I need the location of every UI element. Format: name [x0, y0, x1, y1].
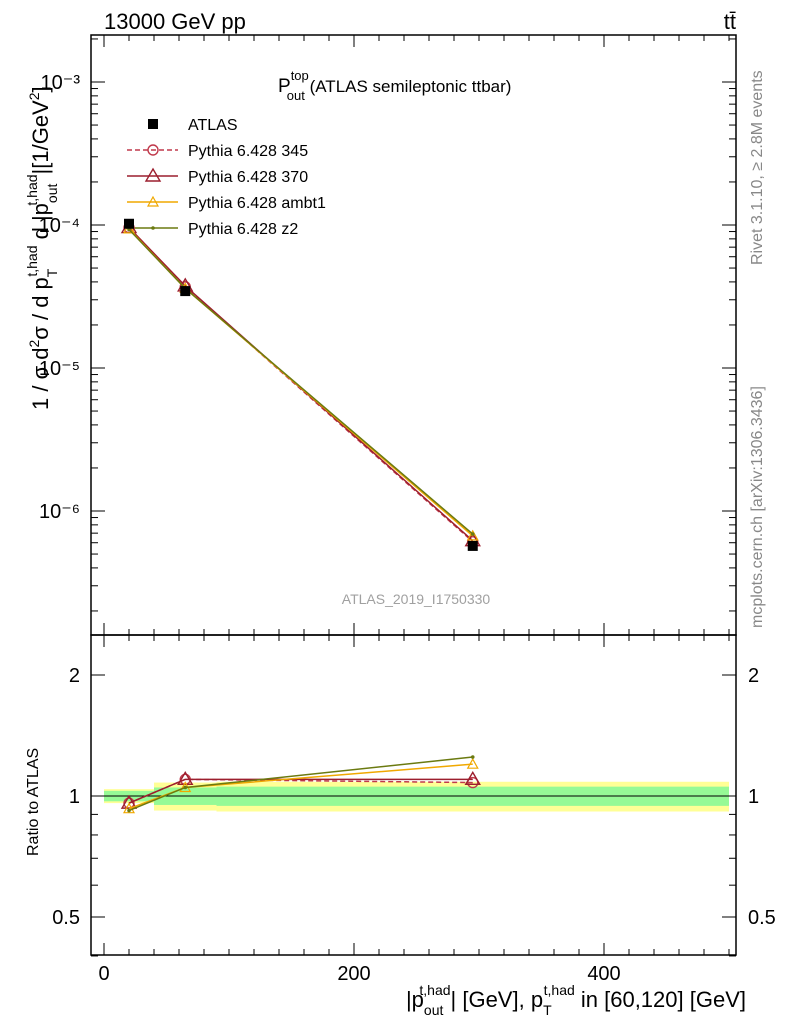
title-main: P	[278, 76, 291, 97]
legend-label-p345: Pythia 6.428 345	[188, 143, 308, 160]
ratio-series	[120, 755, 481, 814]
ratio-point-z2	[470, 755, 475, 759]
ratio-line-p370	[128, 778, 473, 804]
analysis-watermark: ATLAS_2019_I1750330	[342, 591, 491, 607]
y-tick-label: 10⁻⁵	[39, 358, 80, 380]
point-ambt1	[466, 529, 479, 541]
axis-ticks: 0 200 400 10⁻⁶ 10⁻⁵ 10⁻⁴ 10⁻³ 0.5 0.5 1 1 2 2	[39, 35, 776, 985]
point-atlas	[180, 286, 191, 297]
ratio-y-tick-label: 1	[69, 786, 80, 808]
legend-marker-p345	[147, 144, 159, 156]
legend: ATLAS Pythia 6.428 345 Pythia 6.428 370 Pyt…	[127, 117, 326, 238]
legend-label-p370: Pythia 6.428 370	[188, 169, 308, 186]
point-atlas	[467, 540, 478, 551]
ratio-point-ambt1	[122, 802, 136, 814]
ratio-y-tick-label-right: 0.5	[748, 907, 776, 929]
legend-label-z2: Pythia 6.428 z2	[188, 221, 298, 238]
ratio-point-p370	[464, 770, 481, 786]
ratio-point-ambt1	[466, 757, 479, 769]
legend-marker-ambt1	[146, 195, 160, 207]
ratio-y-tick-label-right: 1	[748, 786, 759, 808]
y-tick-label: 10⁻³	[41, 72, 81, 94]
y-tick-label: 10⁻⁶	[39, 501, 80, 523]
ratio-point-z2	[183, 785, 188, 790]
series-line-z2	[128, 228, 474, 535]
title-sub: out	[287, 88, 305, 103]
x-axis-label: |poutt,had| [GeV], pTt,had in [60,120] […	[406, 982, 746, 1018]
point-z2	[470, 532, 475, 536]
header-left: 13000 GeV pp	[104, 9, 246, 34]
x-tick-label: 200	[337, 963, 370, 985]
main-series	[120, 218, 481, 551]
ratio-y-tick-label: 0.5	[52, 907, 80, 929]
mcplots-label: mcplots.cern.ch [arXiv:1306.3436]	[749, 386, 766, 628]
legend-label-atlas: ATLAS	[188, 117, 238, 134]
legend-marker-atlas	[148, 119, 158, 129]
y-tick-label: 10⁻⁴	[39, 215, 80, 237]
point-atlas	[124, 218, 134, 229]
ratio-y-tick-label: 2	[69, 665, 80, 687]
x-tick-label: 400	[587, 963, 620, 985]
y-axis-label-main: 1 / σ d2σ / d pTt,had d |poutt,had|[1/Ge…	[24, 86, 60, 410]
series-line-p370	[128, 227, 474, 542]
ratio-point-z2	[127, 808, 131, 813]
x-tick-label: 0	[98, 963, 109, 985]
legend-marker-p370	[144, 167, 162, 182]
title-rest: (ATLAS semileptonic ttbar)	[305, 77, 512, 96]
ratio-point-p345	[467, 776, 479, 789]
legend-marker-z2	[151, 226, 155, 230]
ratio-point-p370	[177, 770, 194, 786]
legend-label-ambt1: Pythia 6.428 ambt1	[188, 195, 326, 212]
header-right: tt̄	[724, 9, 736, 34]
ratio-panel-frame	[90, 634, 737, 956]
y-axis-label-ratio: Ratio to ATLAS	[25, 748, 42, 856]
plot-title: Ptop out (ATLAS semileptonic ttbar)	[278, 68, 511, 103]
title-sup: top	[291, 68, 309, 83]
rivet-label: Rivet 3.1.10, ≥ 2.8M events	[749, 70, 766, 265]
ratio-y-tick-label-right: 2	[748, 665, 759, 687]
